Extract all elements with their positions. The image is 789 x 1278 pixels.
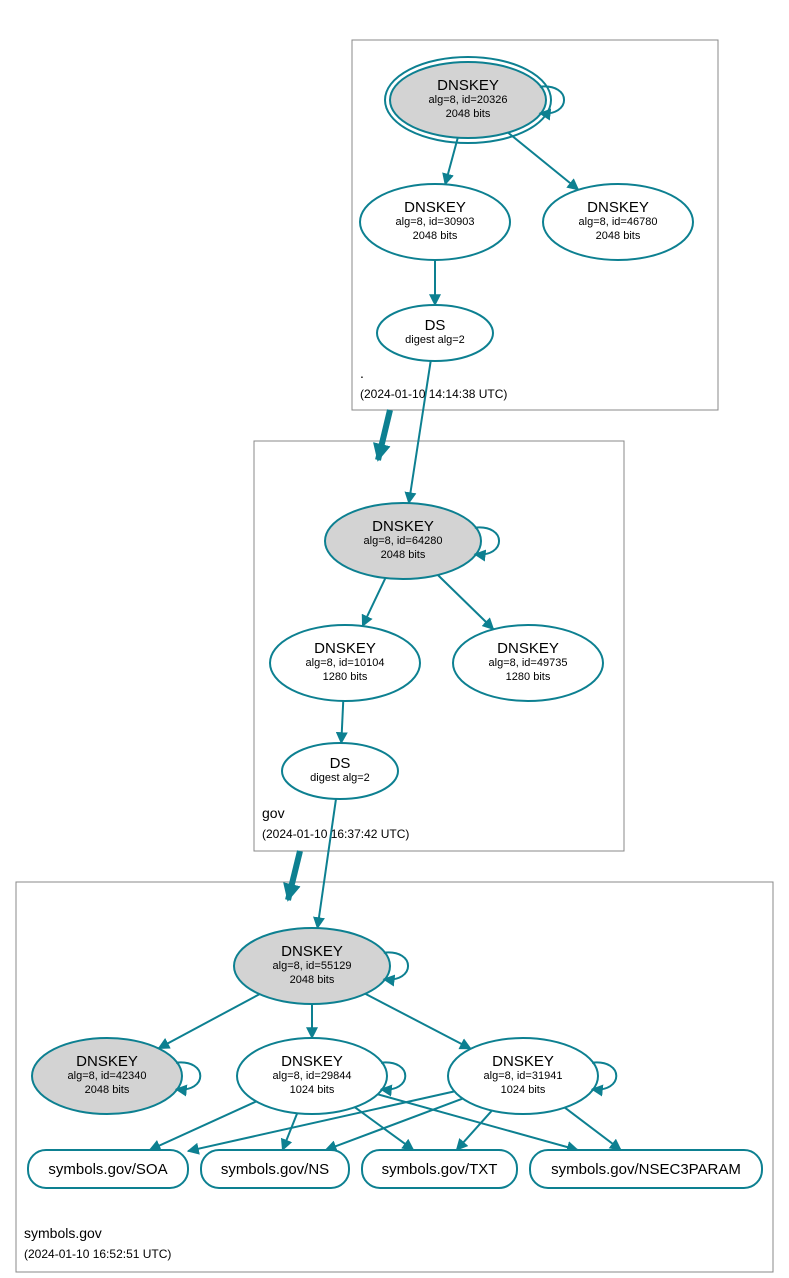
edge [409, 361, 431, 503]
node-detail-text: digest alg=2 [310, 772, 370, 784]
dnskey-node: DNSKEYalg=8, id=20326 2048 bits [385, 57, 564, 143]
dnskey-node: DNSKEYalg=8, id=64280 2048 bits [325, 503, 499, 579]
zone-transition-arrow [288, 851, 300, 900]
node-detail-text: 2048 bits [85, 1084, 130, 1096]
edge [508, 133, 578, 190]
node-detail-text: alg=8, id=55129 [273, 960, 352, 972]
zone-name-label: symbols.gov [24, 1225, 102, 1241]
node-title-text: DNSKEY [587, 199, 649, 216]
node-detail-text: alg=8, id=46780 [579, 216, 658, 228]
zone-timestamp-label: (2024-01-10 14:14:38 UTC) [360, 387, 507, 401]
node-detail-text: alg=8, id=49735 [489, 657, 568, 669]
edge [283, 1113, 298, 1150]
edge [341, 701, 343, 743]
record-label: symbols.gov/NS [221, 1161, 329, 1178]
dnskey-node: DNSKEYalg=8, id=42340 2048 bits [32, 1038, 200, 1114]
edge [317, 799, 336, 928]
edge [565, 1108, 621, 1150]
zone-timestamp-label: (2024-01-10 16:37:42 UTC) [262, 827, 409, 841]
node-title-text: DNSKEY [497, 640, 559, 657]
node-detail-text: 2048 bits [290, 974, 335, 986]
node-detail-text: 2048 bits [596, 230, 641, 242]
node-title-text: DS [330, 755, 351, 772]
node-title-text: DNSKEY [314, 640, 376, 657]
node-detail-text: alg=8, id=31941 [484, 1070, 563, 1082]
node-detail-text: alg=8, id=20326 [429, 94, 508, 106]
node-detail-text: 1024 bits [290, 1084, 335, 1096]
dnskey-node: DNSKEYalg=8, id=29844 1024 bits [237, 1038, 405, 1114]
dnssec-graph: DNSKEYalg=8, id=203262048 bitsDNSKEYalg=… [0, 0, 789, 1278]
dnskey-node: DNSKEYalg=8, id=49735 1280 bits [453, 625, 603, 701]
node-detail-text: 2048 bits [381, 549, 426, 561]
node-detail-text: 1280 bits [323, 671, 368, 683]
node-detail-text: 2048 bits [446, 108, 491, 120]
node-title-text: DNSKEY [372, 518, 434, 535]
zone-transition-arrow [378, 410, 390, 460]
ds-node: DSdigest alg=2 [282, 743, 398, 799]
record-label: symbols.gov/NSEC3PARAM [551, 1161, 741, 1178]
dnskey-node: DNSKEYalg=8, id=55129 2048 bits [234, 928, 408, 1004]
node-detail-text: 1280 bits [506, 671, 551, 683]
symbols-gov-nsec3param-node: symbols.gov/NSEC3PARAM [530, 1150, 762, 1188]
edge [363, 578, 386, 626]
node-title-text: DNSKEY [76, 1053, 138, 1070]
node-title-text: DNSKEY [437, 77, 499, 94]
dnskey-node: DNSKEYalg=8, id=46780 2048 bits [543, 184, 693, 260]
node-title-text: DNSKEY [281, 1053, 343, 1070]
symbols-gov-txt-node: symbols.gov/TXT [362, 1150, 517, 1188]
dnskey-node: DNSKEYalg=8, id=10104 1280 bits [270, 625, 420, 701]
zone-timestamp-label: (2024-01-10 16:52:51 UTC) [24, 1247, 171, 1261]
zone-name-label: . [360, 365, 364, 381]
symbols-gov-soa-node: symbols.gov/SOA [28, 1150, 188, 1188]
dnskey-node: DNSKEYalg=8, id=30903 2048 bits [360, 184, 510, 260]
node-detail-text: alg=8, id=29844 [273, 1070, 352, 1082]
node-title-text: DNSKEY [281, 943, 343, 960]
edge [457, 1111, 492, 1150]
record-label: symbols.gov/SOA [48, 1161, 167, 1178]
edge [365, 994, 470, 1049]
edge [445, 138, 458, 185]
symbols-gov-ns-node: symbols.gov/NS [201, 1150, 349, 1188]
zone-name-label: gov [262, 805, 285, 821]
node-detail-text: 2048 bits [413, 230, 458, 242]
dnskey-node: DNSKEYalg=8, id=31941 1024 bits [448, 1038, 616, 1114]
node-detail-text: alg=8, id=64280 [364, 535, 443, 547]
ds-node: DSdigest alg=2 [377, 305, 493, 361]
edge [438, 575, 494, 629]
node-title-text: DS [425, 317, 446, 334]
node-detail-text: 1024 bits [501, 1084, 546, 1096]
edge [150, 1101, 257, 1150]
node-detail-text: alg=8, id=10104 [306, 657, 385, 669]
node-title-text: DNSKEY [404, 199, 466, 216]
record-label: symbols.gov/TXT [382, 1161, 498, 1178]
node-detail-text: alg=8, id=30903 [396, 216, 475, 228]
node-title-text: DNSKEY [492, 1053, 554, 1070]
edge [158, 994, 259, 1048]
node-detail-text: alg=8, id=42340 [68, 1070, 147, 1082]
node-detail-text: digest alg=2 [405, 334, 465, 346]
